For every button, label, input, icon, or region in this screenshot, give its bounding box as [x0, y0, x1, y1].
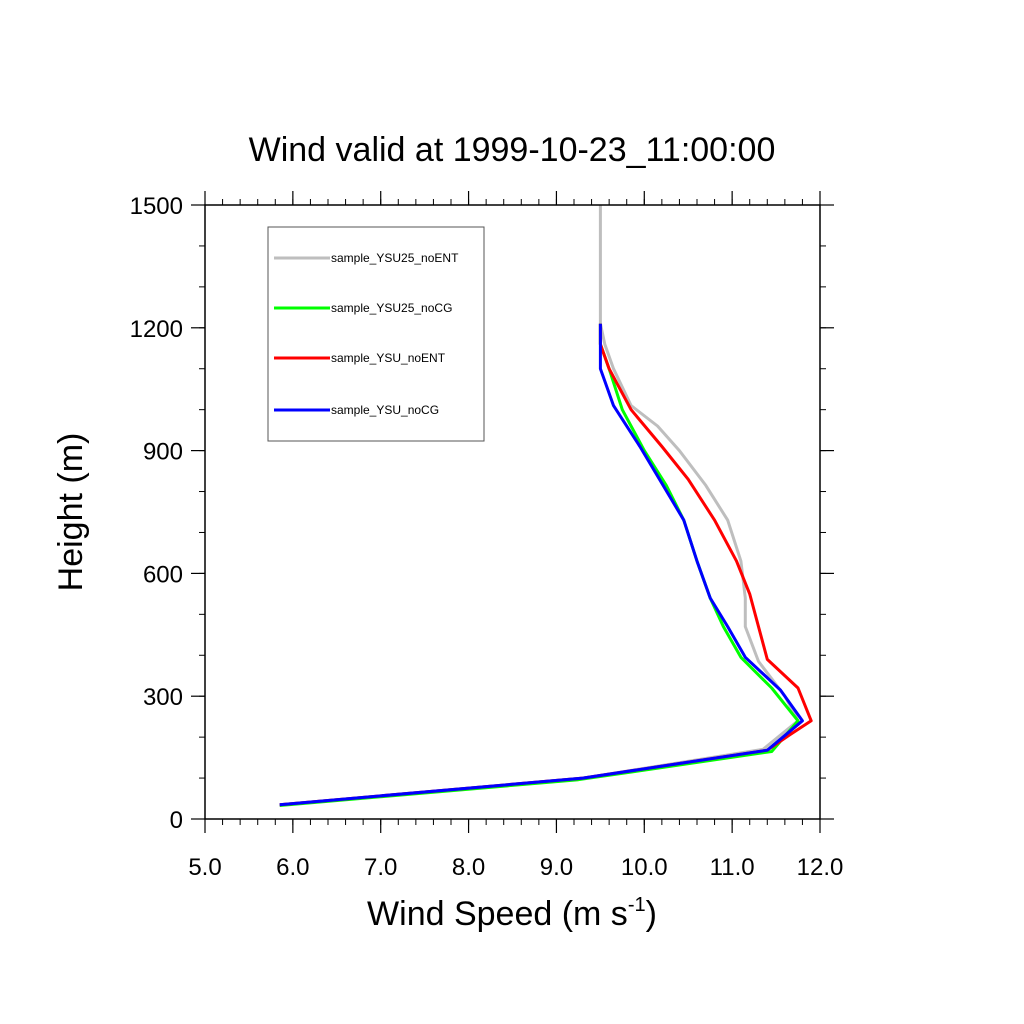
legend: sample_YSU25_noENT sample_YSU25_noCGsampl… — [267, 226, 485, 442]
x-tick-label: 10.0 — [621, 854, 668, 881]
x-tick-labels: 5.0 6.0 7.0 8.0 9.0 10.0 11.0 12.0 — [188, 854, 843, 881]
x-tick-label: 5.0 — [188, 854, 221, 881]
x-tick-label: 9.0 — [540, 854, 573, 881]
series-line-sample-ysu-noent — [279, 323, 813, 807]
x-tick-label: 7.0 — [364, 854, 397, 881]
chart-title: Wind valid at 1999-10-23_11:00:00 — [249, 131, 776, 169]
x-tick-label: 11.0 — [710, 854, 755, 881]
y-axis-label: Height (m) — [52, 433, 90, 592]
y-tick-label: 600 — [143, 561, 183, 588]
legend-label: sample_YSU25_noCG — [331, 301, 452, 315]
x-axis-label-main: Wind Speed (m s — [367, 895, 628, 933]
y-tick-label: 900 — [143, 439, 183, 466]
legend-label: sample_YSU_noCG — [331, 403, 439, 417]
legend-label: sample_YSU_noENT — [331, 351, 446, 365]
y-tick-label: 1500 — [130, 193, 183, 220]
x-axis-label-close: ) — [646, 895, 657, 933]
x-axis-label-superscript: -1 — [628, 894, 646, 916]
series-line-sample-ysu-nocg — [279, 323, 804, 807]
y-tick-label: 1200 — [130, 316, 183, 343]
x-axis-label: Wind Speed (m s-1) — [367, 894, 657, 933]
x-tick-label: 12.0 — [797, 854, 844, 881]
x-tick-label: 8.0 — [452, 854, 485, 881]
legend-box — [267, 226, 485, 442]
legend-label: sample_YSU25_noENT — [331, 251, 459, 265]
legend-entries: sample_YSU25_noENT sample_YSU25_noCGsampl… — [274, 251, 459, 417]
major-ticks — [191, 191, 834, 833]
plot-frame — [204, 204, 821, 820]
y-tick-labels: 0 300 600 900 1200 1500 — [130, 193, 183, 834]
y-tick-label: 300 — [143, 684, 183, 711]
series-lines — [279, 205, 813, 807]
y-tick-label: 0 — [170, 807, 183, 834]
x-tick-label: 6.0 — [276, 854, 309, 881]
